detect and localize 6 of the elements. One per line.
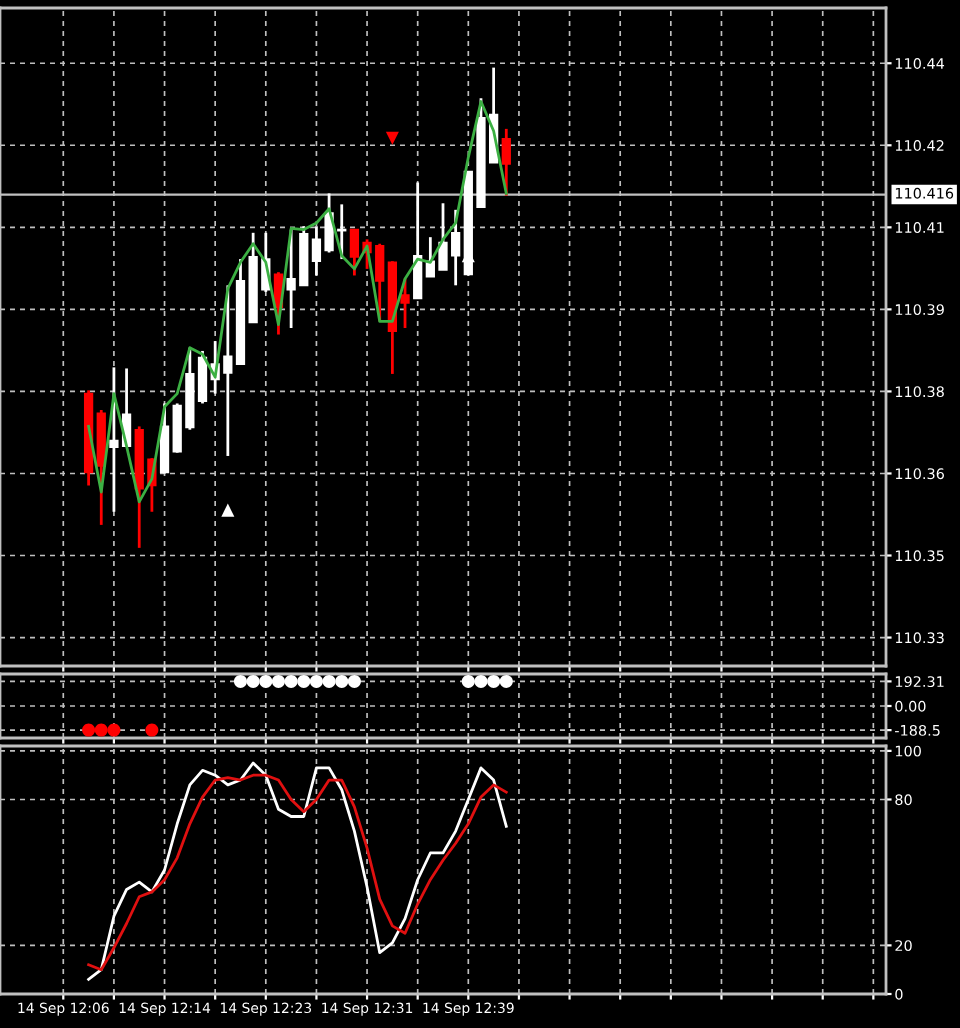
candlestick bbox=[197, 349, 208, 405]
point bbox=[385, 131, 399, 145]
candlestick bbox=[501, 127, 511, 197]
line-series bbox=[87, 100, 508, 504]
point bbox=[221, 503, 235, 517]
candlestick bbox=[159, 402, 170, 475]
